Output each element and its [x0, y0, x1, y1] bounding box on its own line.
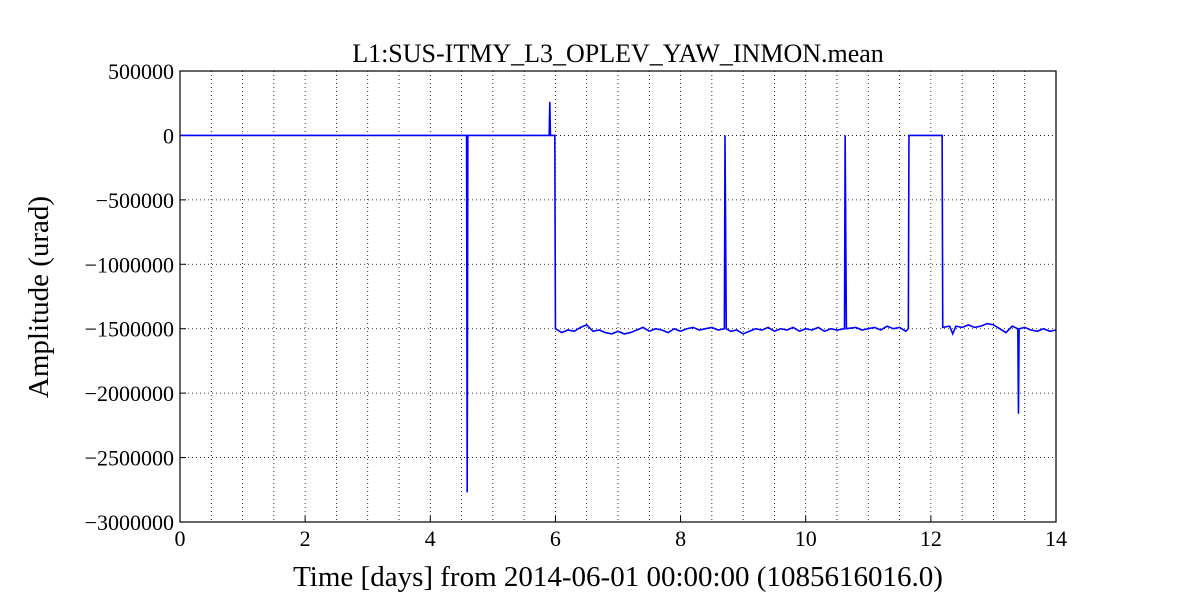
plot-frame	[179, 70, 1057, 523]
x-tick-label: 4	[425, 526, 436, 551]
y-tick-label: −1000000	[85, 252, 174, 277]
x-axis-label: Time [days] from 2014-06-01 00:00:00 (10…	[293, 561, 943, 593]
chart-title: L1:SUS-ITMY_L3_OPLEV_YAW_INMON.mean	[352, 39, 884, 68]
x-tick-label: 12	[920, 526, 942, 551]
data-line	[180, 101, 1057, 493]
y-axis-label: Amplitude (urad)	[23, 196, 55, 398]
y-tick-label: −3000000	[85, 510, 174, 535]
y-tick-label: −1500000	[85, 317, 174, 342]
y-tick-label: −500000	[96, 188, 174, 213]
x-tick-label: 14	[1045, 526, 1067, 551]
y-tick-label: 0	[163, 123, 174, 148]
x-tick-label: 6	[550, 526, 561, 551]
series	[180, 101, 1057, 493]
x-tick-label: 8	[675, 526, 686, 551]
x-tick-label: 2	[300, 526, 311, 551]
y-tick-label: 500000	[108, 59, 174, 84]
y-tick-label: −2000000	[85, 381, 174, 406]
x-tick-label: 10	[795, 526, 817, 551]
x-tick-label: 0	[175, 526, 186, 551]
y-tick-label: −2500000	[85, 446, 174, 471]
